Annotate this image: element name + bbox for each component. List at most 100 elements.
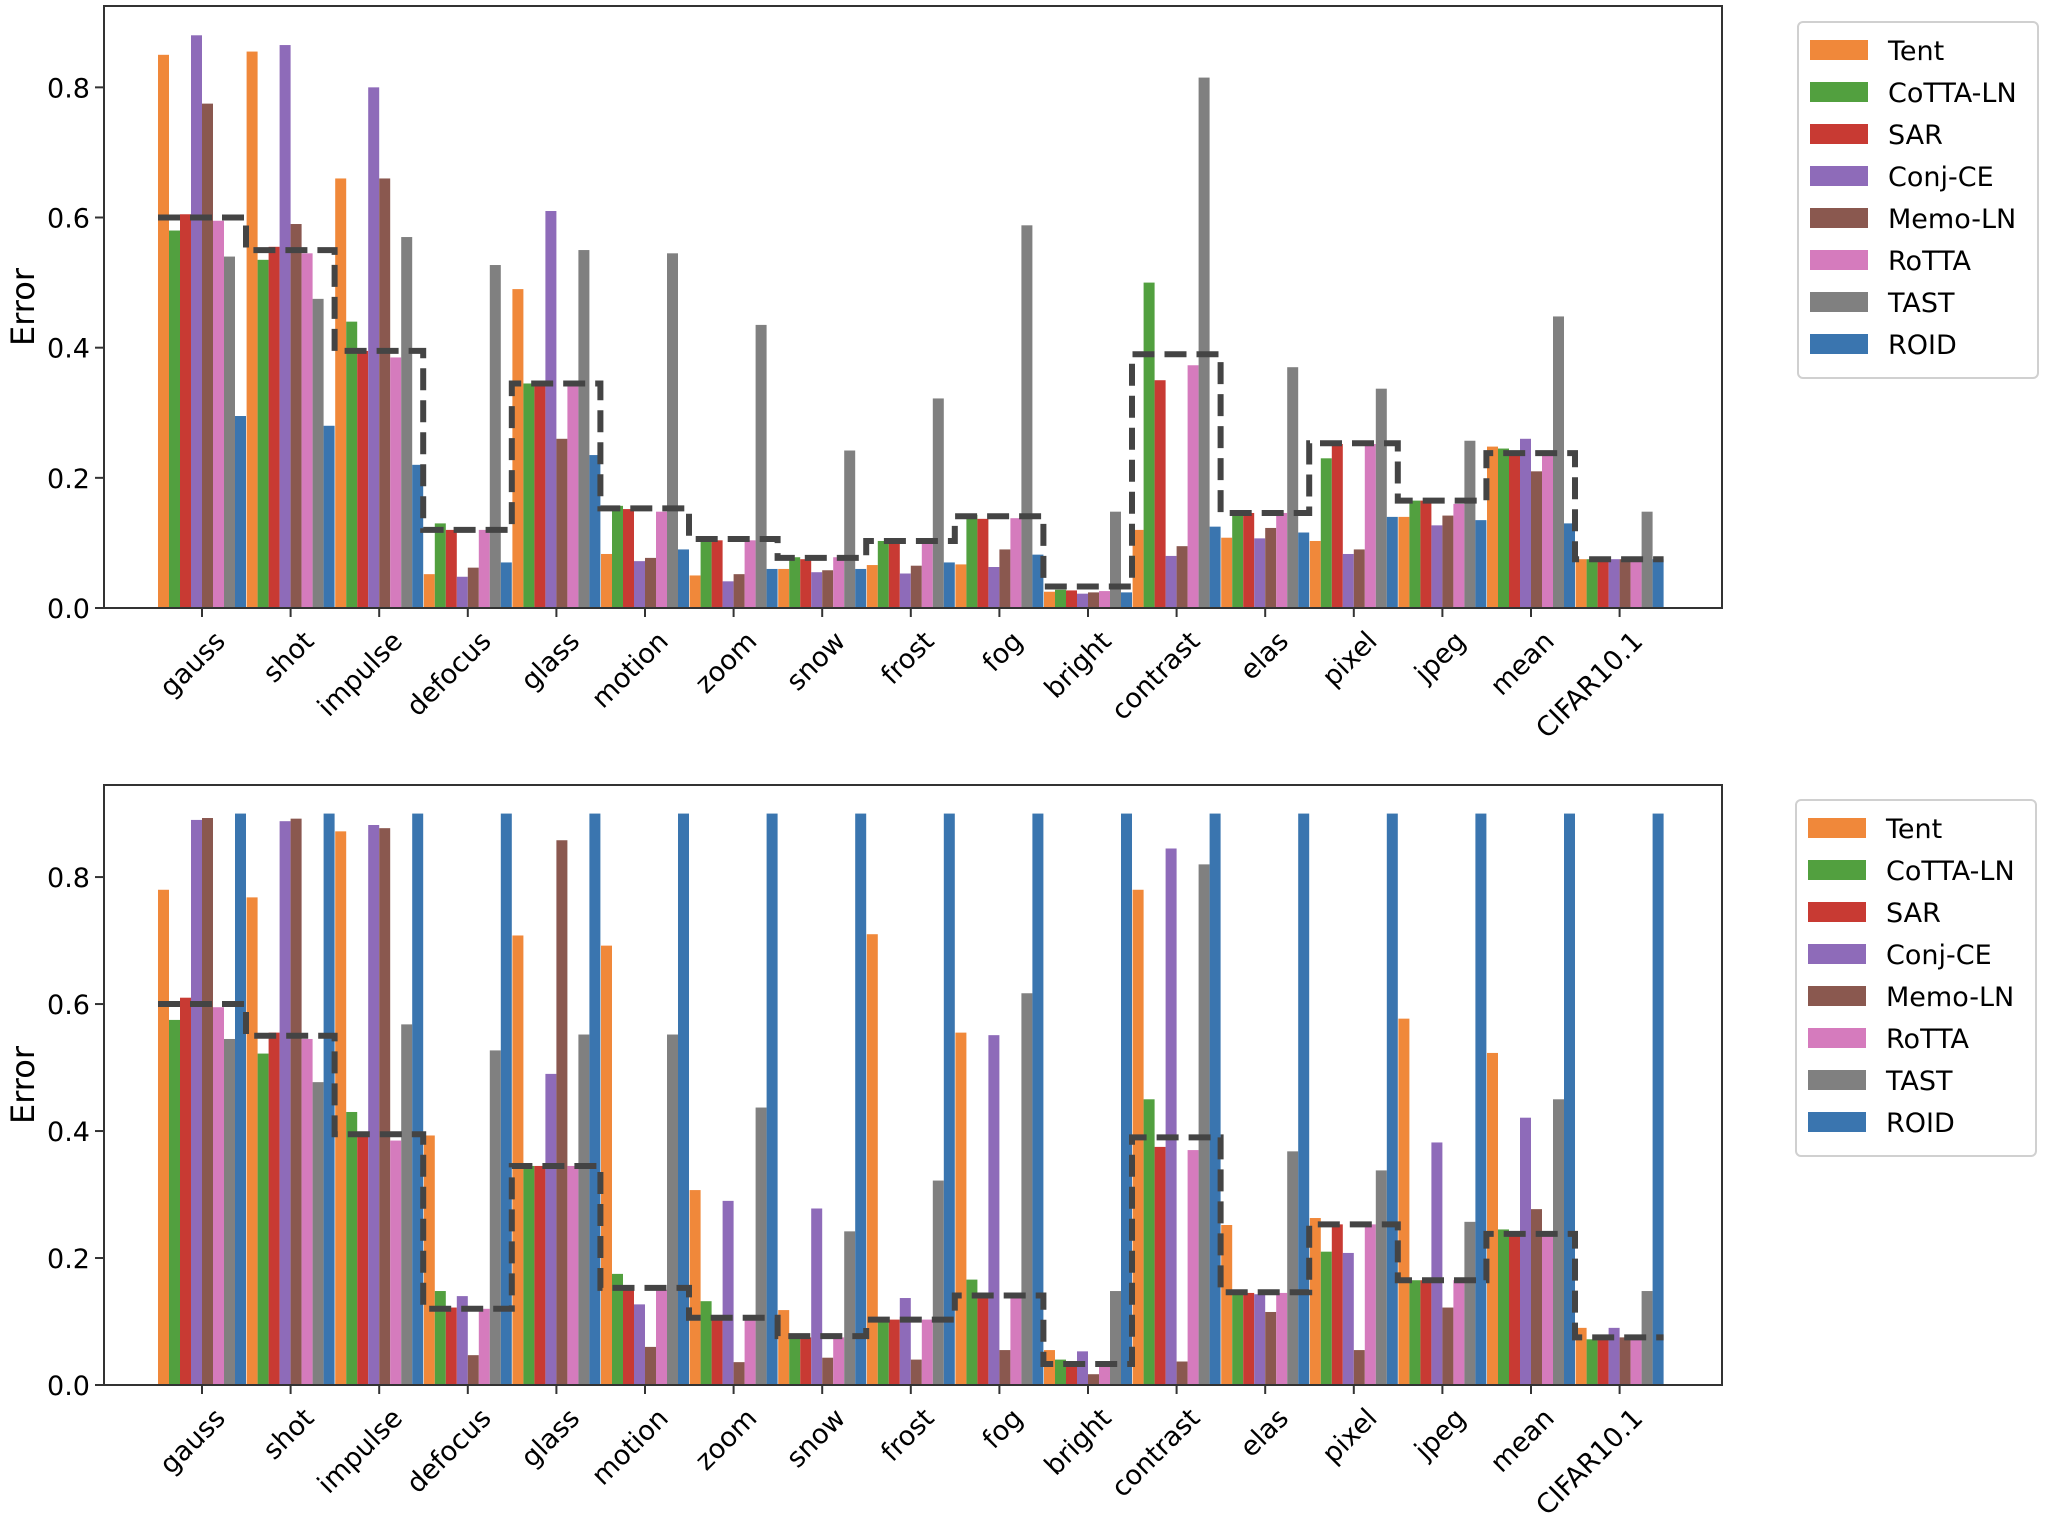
bar-conj-ce-glass (545, 211, 557, 608)
bar-cotta-ln-impulse (346, 1111, 358, 1385)
legend-label: TAST (1885, 1066, 1953, 1097)
bar-tast-defocus (489, 265, 501, 608)
legend-swatch-sar (1810, 124, 1868, 144)
x-tick-label: glass (515, 1403, 586, 1474)
legend-swatch-tast (1810, 292, 1868, 312)
legend-label: SAR (1888, 120, 1943, 151)
x-tick-label: motion (586, 1403, 675, 1492)
x-tick-label: gauss (154, 1403, 232, 1481)
bar-cotta-ln-jpeg (1409, 1280, 1421, 1385)
bar-rotta-defocus (478, 529, 490, 608)
bar-sar-snow (800, 1337, 812, 1385)
x-tick-label: bright (1039, 626, 1118, 705)
bar-rotta-gauss (213, 1007, 224, 1385)
legend-box (1795, 799, 2037, 1157)
series-conj-ce (191, 819, 1620, 1385)
bar-conj-ce-pixel (1342, 1252, 1354, 1385)
bar-tent-bright (1044, 1350, 1055, 1385)
bar-sar-motion (623, 509, 634, 608)
legend-swatch-sar (1808, 902, 1866, 922)
bar-memo-ln-motion (645, 557, 656, 608)
bar-memo-ln-impulse (379, 178, 391, 608)
bar-conj-ce-contrast (1165, 848, 1177, 1385)
bar-memo-ln-contrast (1176, 546, 1188, 608)
bar-roid-cifar10.1 (1652, 559, 1664, 608)
bar-tent-cifar10.1 (1575, 559, 1587, 608)
bar-roid-zoom (766, 813, 778, 1385)
bar-tent-glass (512, 935, 524, 1385)
series-tast (224, 864, 1653, 1385)
bar-tast-motion (667, 1034, 678, 1385)
bar-tast-impulse (401, 1024, 413, 1385)
bar-roid-bright (1121, 813, 1132, 1385)
bar-tast-elas (1287, 367, 1299, 608)
bar-sar-defocus (445, 529, 457, 608)
series-rotta (213, 1007, 1642, 1385)
bar-conj-ce-motion (634, 561, 645, 608)
bar-conj-ce-motion (634, 1304, 645, 1385)
series-tent (158, 51, 1587, 609)
bar-tent-contrast (1132, 529, 1144, 608)
bar-memo-ln-frost (910, 1359, 922, 1385)
bar-memo-ln-mean (1531, 471, 1542, 608)
bar-rotta-motion (656, 1289, 667, 1385)
bar-sar-elas (1243, 1292, 1255, 1385)
bar-roid-jpeg (1475, 520, 1487, 608)
bar-sar-snow (800, 559, 812, 608)
legend-swatch-rotta (1810, 250, 1868, 270)
x-tick-label: defocus (401, 626, 498, 723)
bar-sar-shot (268, 1032, 280, 1385)
bar-sar-elas (1243, 512, 1255, 608)
legend-label: CoTTA-LN (1886, 856, 2015, 887)
bar-roid-contrast (1209, 813, 1221, 1385)
bar-conj-ce-gauss (191, 35, 202, 609)
bar-tast-contrast (1198, 864, 1210, 1385)
y-axis-label: Error (4, 267, 42, 346)
bar-conj-ce-zoom (722, 581, 734, 608)
bar-conj-ce-bright (1077, 1351, 1088, 1385)
y-tick-label: 0.8 (47, 73, 90, 104)
series-tast (224, 77, 1653, 609)
legend-label: CoTTA-LN (1888, 78, 2017, 109)
bar-tent-elas (1221, 537, 1233, 608)
bar-tast-cifar10.1 (1641, 511, 1653, 608)
bar-sar-bright (1066, 1362, 1077, 1385)
bar-tent-mean (1487, 446, 1498, 608)
bar-tent-fog (955, 564, 967, 608)
bar-tent-gauss (158, 889, 169, 1385)
bar-rotta-mean (1542, 1235, 1553, 1385)
legend-swatch-memo-ln (1808, 986, 1866, 1006)
bar-rotta-snow (833, 1337, 845, 1385)
bar-tast-snow (844, 450, 856, 608)
bar-rotta-glass (567, 1165, 579, 1385)
legend-label: RoTTA (1886, 1024, 1969, 1055)
legend-label: RoTTA (1888, 246, 1971, 277)
bar-roid-frost (943, 562, 955, 608)
bar-roid-motion (678, 813, 689, 1385)
bar-tent-bright (1044, 591, 1055, 608)
legend-swatch-rotta (1808, 1028, 1866, 1048)
bar-sar-zoom (711, 1318, 723, 1385)
bar-tent-cifar10.1 (1575, 1327, 1587, 1385)
bar-memo-ln-elas (1265, 1311, 1277, 1385)
bar-tent-motion (601, 553, 612, 608)
series-cotta-ln (169, 230, 1598, 608)
bar-roid-cifar10.1 (1652, 813, 1664, 1385)
bar-tast-fog (1021, 993, 1033, 1385)
bar-cotta-ln-cifar10.1 (1586, 1339, 1598, 1385)
bar-sar-contrast (1154, 1146, 1166, 1385)
bar-roid-jpeg (1475, 813, 1487, 1385)
bar-tast-bright (1110, 511, 1121, 608)
bar-rotta-cifar10.1 (1630, 559, 1642, 608)
series-tent (158, 831, 1587, 1385)
bar-cotta-ln-contrast (1143, 282, 1155, 608)
bar-conj-ce-jpeg (1431, 1142, 1443, 1385)
bar-sar-fog (977, 1296, 989, 1385)
bar-memo-ln-defocus (467, 1355, 479, 1385)
series-roid (235, 813, 1664, 1385)
bar-tast-gauss (224, 256, 235, 608)
bar-rotta-cifar10.1 (1630, 1337, 1642, 1385)
bar-memo-ln-jpeg (1442, 1307, 1454, 1385)
bar-tent-elas (1221, 1225, 1233, 1385)
bar-rotta-shot (301, 1038, 313, 1385)
